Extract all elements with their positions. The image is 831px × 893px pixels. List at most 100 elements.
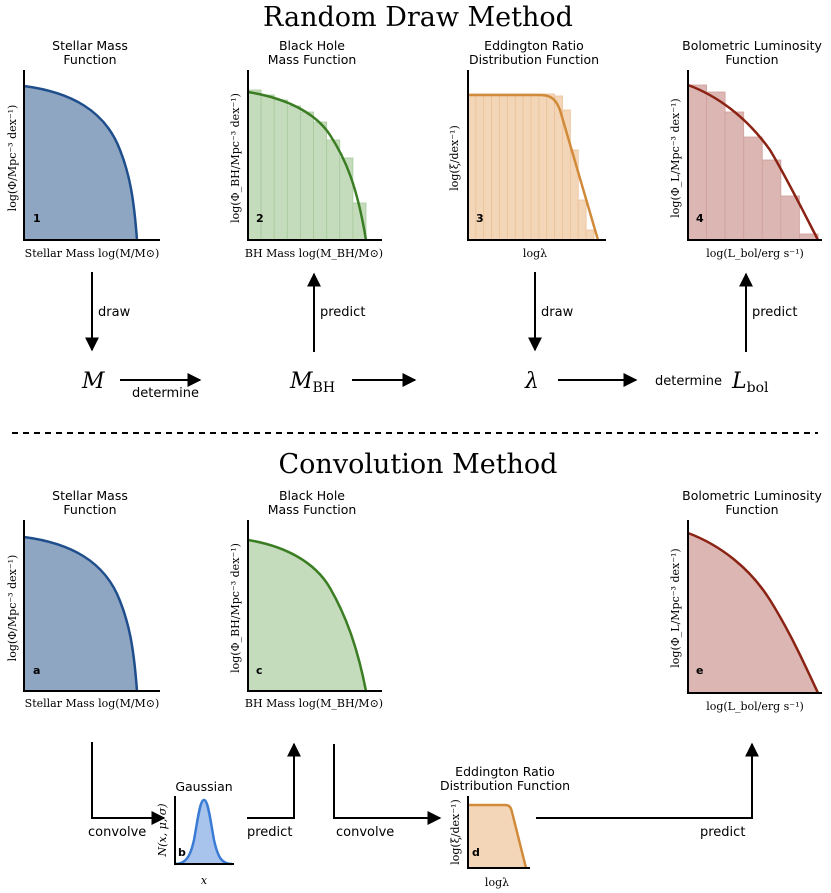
blf-histogram [687,84,819,241]
histogram-bar [514,93,524,241]
blf-title-line2: Function [725,52,778,67]
erdf-curve [468,93,600,241]
bhmf-curve [247,90,368,241]
bhmf-conv-title-line2: Mass Function [268,502,357,517]
smf-curve [23,84,139,241]
panel-marker-a: a [33,664,40,677]
erdf-panel-conv: Eddington Ratio Distribution Function d … [440,764,570,889]
erdf-xlabel: logλ [523,247,547,260]
smf-title-line1: Stellar Mass [52,38,128,53]
panel-marker-2: 2 [256,212,264,225]
arrow-predict-lbol-conv [536,742,759,819]
label-draw-lambda: draw [541,305,574,320]
label-convolve-erdf: convolve [336,825,394,840]
histogram-bar [499,93,508,241]
histogram-bar [522,93,532,241]
panel-marker-b: b [178,846,186,859]
bhmf-panel-random: Black Hole Mass Function 2 log(Φ_BH/Mpc⁻… [229,38,383,260]
smf-xlabel: Stellar Mass log(M/M⊙) [25,247,160,260]
bhmf-conv-title-line1: Black Hole [279,488,345,503]
histogram-bar [569,149,579,241]
bhmf-conv-curve [247,538,368,692]
smf-panel-random: Stellar Mass Function 1 log(Φ/Mpc⁻³ dex⁻… [6,38,160,260]
panel-marker-e: e [696,664,703,677]
random-draw-flow: draw predict draw predict M determine MB… [81,272,797,401]
erdf-conv-xlabel: logλ [485,876,509,889]
label-determine-lbol: determine [655,374,722,389]
blf-conv-axes [687,520,822,694]
var-M: M [81,369,105,394]
label-determine-bh: determine [132,386,199,401]
convolution-flow: convolve predict convolve predict [88,742,759,840]
blf-conv-curve-fill [688,533,818,693]
erdf-title-line1: Eddington Ratio [484,38,584,53]
arrow-convolve-erdf [333,744,442,825]
bhmf-conv-ylabel: log(Φ_BH/Mpc⁻³ dex⁻¹) [229,543,242,673]
erdf-panel-random: Eddington Ratio Distribution Function 3 … [448,38,606,260]
var-MBH: MBH [289,369,335,396]
histogram-bar [506,93,516,241]
erdf-conv-axes [467,796,530,869]
smf-curve-fill [24,86,137,240]
gaussian-curve [174,798,233,866]
smf-panel-conv: Stellar Mass Function a log(Φ/Mpc⁻³ dex⁻… [6,488,160,710]
histogram-bar [483,93,493,241]
histogram-bar [706,91,726,241]
histogram-bar [491,93,500,241]
panel-marker-c: c [256,664,263,677]
smf-title-line2: Function [63,52,116,67]
var-Lbol: Lbol [731,369,769,396]
label-predict-lbol-conv: predict [700,825,745,840]
label-predict-bh-conv: predict [247,825,292,840]
histogram-bar [286,105,301,241]
random-draw-title: Random Draw Method [263,2,573,33]
gaussian-xlabel: x [201,874,208,887]
histogram-bar [300,111,314,241]
erdf-conv-ylabel: log(ξ/dex⁻¹) [449,799,462,865]
label-draw-mass: draw [98,305,131,320]
bhmf-panel-conv: Black Hole Mass Function c log(Φ_BH/Mpc⁻… [229,488,383,710]
gaussian-panel: Gaussian b N(x, μ, σ) x [156,779,234,887]
blf-conv-xlabel: log(L_bol/erg s⁻¹) [706,700,804,713]
panel-marker-3: 3 [476,212,484,225]
smf-conv-xlabel: Stellar Mass log(M/M⊙) [25,697,160,710]
bhmf-ylabel: log(Φ_BH/Mpc⁻³ dex⁻¹) [229,93,242,223]
histogram-bar [724,111,745,241]
smf-conv-curve-fill [24,537,137,691]
histogram-bar [313,121,328,241]
gaussian-ylabel: N(x, μ, σ) [156,803,169,857]
smf-conv-title-line1: Stellar Mass [52,488,128,503]
arrow-convolve-mass [91,742,166,825]
blf-curve [687,83,820,241]
gaussian-title: Gaussian [175,779,232,794]
blf-axes [687,70,822,241]
histogram-bar [326,139,341,241]
gaussian-fill [175,800,232,864]
smf-ylabel: log(Φ/Mpc⁻³ dex⁻¹) [6,105,19,212]
label-convolve-mass: convolve [88,825,146,840]
label-predict-lbol: predict [752,305,797,320]
blf-xlabel: log(L_bol/erg s⁻¹) [706,247,804,260]
panel-marker-1: 1 [33,212,41,225]
blf-panel-conv: Bolometric Luminosity Function e log(Φ_L… [669,488,822,713]
smf-conv-curve [23,535,139,692]
panel-marker-4: 4 [696,212,704,225]
smf-conv-ylabel: log(Φ/Mpc⁻³ dex⁻¹) [6,555,19,662]
histogram-bar [530,93,540,241]
bhmf-conv-xlabel: BH Mass log(M_BH/M⊙) [245,697,383,710]
bhmf-conv-axes [247,520,382,692]
bhmf-title-line2: Mass Function [268,52,357,67]
smf-axes [23,70,160,241]
erdf-ylabel: log(ξ/dex⁻¹) [448,125,461,191]
histogram-bar [780,195,800,241]
bhmf-title-line1: Black Hole [279,38,345,53]
erdf-axes [467,70,606,241]
blf-conv-title-line2: Function [725,502,778,517]
blf-conv-ylabel: log(Φ_L/Mpc⁻³ dex⁻¹) [669,548,682,667]
histogram-bar [743,136,763,241]
panel-marker-d: d [472,846,480,859]
blf-conv-title-line1: Bolometric Luminosity [682,488,822,503]
histogram-bar [585,229,595,241]
convolution-title: Convolution Method [279,449,558,480]
